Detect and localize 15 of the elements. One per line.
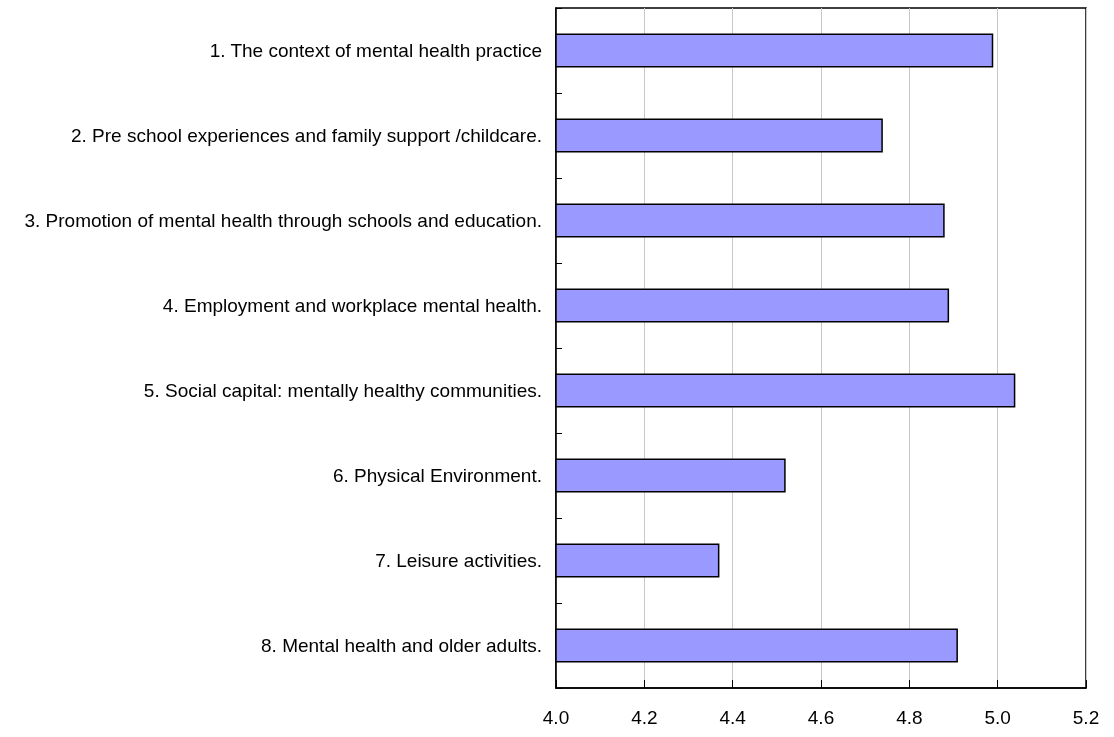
x-tick-label: 4.6: [807, 707, 835, 728]
x-tick-label: 4.2: [631, 707, 658, 728]
y-tick-label: 6. Physical Environment.: [332, 465, 542, 486]
y-tick-label: 8. Mental health and older adults.: [261, 635, 542, 656]
x-tick-label: 4.0: [542, 707, 570, 728]
y-tick-label: 7. Leisure activities.: [375, 550, 542, 571]
y-tick-label: 2. Pre school experiences and family support /childcare.: [70, 125, 542, 146]
x-tick-label: 5.2: [1072, 707, 1100, 728]
x-tick-label: 4.8: [896, 707, 923, 728]
x-tick-label: 4.4: [719, 707, 747, 728]
y-tick-label: 3. Promotion of mental health through schools and education.: [24, 210, 542, 231]
y-tick-label: 5. Social capital: mentally healthy communities.: [143, 380, 542, 401]
y-tick-label: 1. The context of mental health practice: [209, 40, 542, 61]
x-tick-label: 5.0: [984, 707, 1011, 728]
y-tick-label: 4. Employment and workplace mental health.: [162, 295, 542, 316]
